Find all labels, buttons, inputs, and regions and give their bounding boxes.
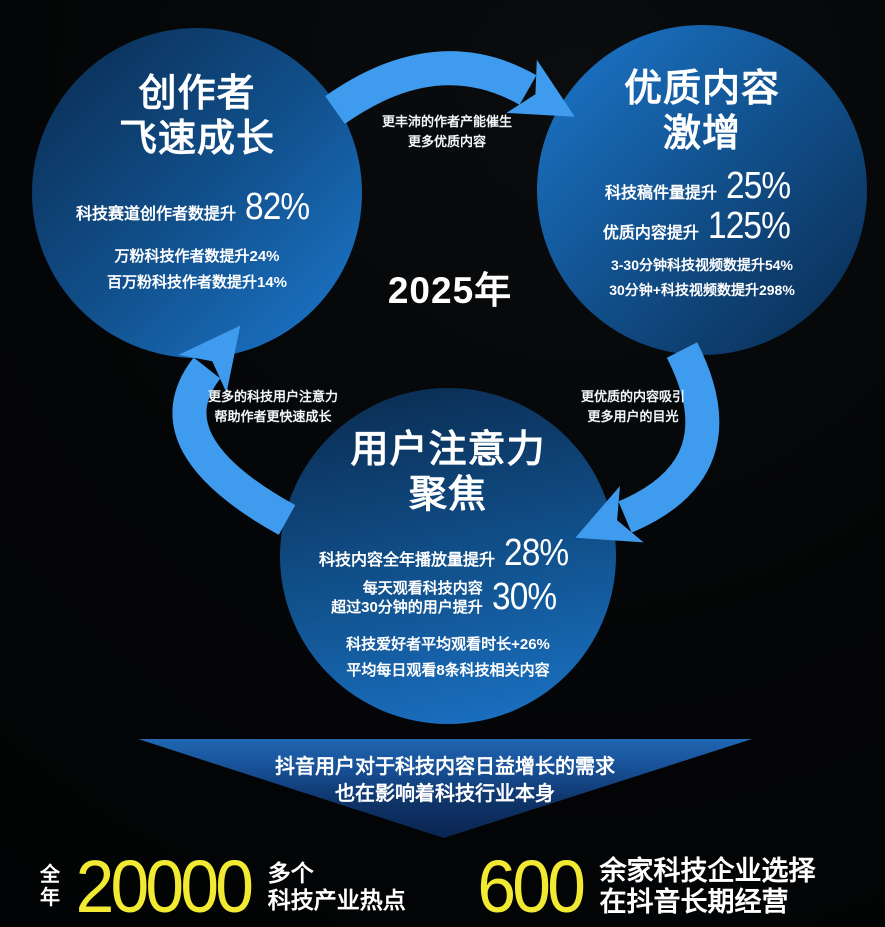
stat-row: 优质内容提升 125%	[537, 205, 867, 248]
stat-prefix-char: 年	[40, 887, 60, 909]
caption-line: 更丰沛的作者产能催生	[381, 114, 512, 129]
caption-line: 帮助作者更快速成长	[214, 409, 332, 424]
caption-line: 更多用户的目光	[587, 409, 679, 424]
circle-quality-content: 优质内容 激增 科技稿件量提升 25% 优质内容提升 125% 3-30分钟科技…	[537, 25, 867, 355]
caption-line: 更多优质内容	[407, 134, 486, 149]
banner-line: 也在影响着科技行业本身	[335, 783, 555, 805]
caption-line: 更多的科技用户注意力	[207, 389, 338, 404]
circle-title-line: 优质内容	[623, 68, 780, 110]
sub-stat-line: 30分钟+科技视频数提升298%	[609, 282, 795, 298]
transition-banner-triangle: 抖音用户对于科技内容日益增长的需求 也在影响着科技行业本身	[138, 739, 752, 838]
stat-prefix-char: 全	[40, 864, 60, 886]
circle-title: 优质内容 激增	[537, 67, 867, 157]
stat-label-line: 超过30分钟的用户提升	[331, 598, 483, 616]
circle-title-line: 飞速成长	[118, 118, 275, 160]
stat-label: 科技稿件量提升	[604, 185, 717, 202]
stat-row: 每天观看科技内容 超过30分钟的用户提升 30%	[280, 576, 616, 619]
circle-title: 用户注意力 聚焦	[280, 428, 616, 518]
sub-stat-line: 平均每日观看8条科技相关内容	[346, 662, 550, 679]
banner-text: 抖音用户对于科技内容日益增长的需求 也在影响着科技行业本身	[138, 739, 752, 808]
stat-label: 优质内容提升	[602, 225, 699, 242]
stat-label: 科技内容全年播放量提升	[318, 552, 495, 569]
banner-line: 抖音用户对于科技内容日益增长的需求	[275, 756, 615, 778]
stat-suffix: 多个 科技产业热点	[268, 860, 406, 914]
sub-stats: 3-30分钟科技视频数提升54% 30分钟+科技视频数提升298%	[537, 253, 867, 303]
stat-suffix: 余家科技企业选择 在抖音长期经营	[599, 856, 815, 918]
circle-title: 创作者 飞速成长	[32, 72, 362, 162]
stat-label: 每天观看科技内容 超过30分钟的用户提升	[331, 579, 483, 617]
stat-label-line: 每天观看科技内容	[362, 579, 483, 597]
sub-stat-line: 百万粉科技作者数提升14%	[106, 274, 288, 291]
stat-value: 82%	[244, 186, 310, 228]
stat-industry-hotspots: 全 年 20000 多个 科技产业热点	[40, 845, 406, 927]
stat-suffix-line: 科技产业热点	[267, 887, 406, 913]
circle-title-line: 用户注意力	[350, 429, 546, 471]
stat-row: 科技稿件量提升 25%	[537, 165, 867, 208]
stat-value: 125%	[707, 205, 791, 247]
bottom-stats-row: 全 年 20000 多个 科技产业热点 600 余家科技企业选择 在抖音长期经营	[0, 845, 885, 927]
sub-stats: 万粉科技作者数提升24% 百万粉科技作者数提升14%	[32, 244, 362, 296]
circle-title-line: 激增	[662, 113, 741, 155]
stat-number: 20000	[75, 845, 254, 927]
sub-stat-line: 万粉科技作者数提升24%	[114, 248, 280, 265]
caption-attention-to-creators: 更多的科技用户注意力 帮助作者更快速成长	[158, 387, 388, 427]
stat-value: 30%	[491, 576, 557, 618]
circle-title-line: 创作者	[138, 73, 256, 115]
stat-prefix: 全 年	[40, 864, 60, 910]
stat-suffix-line: 余家科技企业选择	[599, 856, 816, 886]
stat-row: 科技内容全年播放量提升 28%	[280, 532, 616, 575]
stat-value: 25%	[725, 165, 791, 207]
arrow-content-to-attention	[575, 342, 720, 543]
sub-stat-line: 科技爱好者平均观看时长+26%	[346, 636, 550, 653]
stat-tech-enterprises: 600 余家科技企业选择 在抖音长期经营	[474, 845, 815, 927]
stat-number: 600	[477, 845, 586, 927]
circle-title-line: 聚焦	[408, 474, 487, 516]
stat-row: 科技赛道创作者数提升 82%	[32, 186, 362, 229]
caption-line: 更优质的内容吸引	[580, 389, 685, 404]
caption-creators-to-content: 更丰沛的作者产能催生 更多优质内容	[330, 112, 564, 152]
circle-user-attention: 用户注意力 聚焦 科技内容全年播放量提升 28% 每天观看科技内容 超过30分钟…	[280, 388, 616, 724]
sub-stats: 科技爱好者平均观看时长+26% 平均每日观看8条科技相关内容	[280, 632, 616, 684]
arrow-creators-to-content	[325, 51, 575, 124]
circle-creator-growth: 创作者 飞速成长 科技赛道创作者数提升 82% 万粉科技作者数提升24% 百万粉…	[32, 28, 362, 358]
caption-content-to-attention: 更优质的内容吸引 更多用户的目光	[518, 387, 748, 427]
year-label: 2025年	[387, 270, 513, 311]
stat-value: 28%	[503, 532, 569, 574]
sub-stat-line: 3-30分钟科技视频数提升54%	[610, 257, 794, 273]
stat-suffix-line: 在抖音长期经营	[599, 887, 789, 917]
stat-suffix-line: 多个	[267, 860, 314, 886]
stat-label: 科技赛道创作者数提升	[75, 206, 236, 223]
